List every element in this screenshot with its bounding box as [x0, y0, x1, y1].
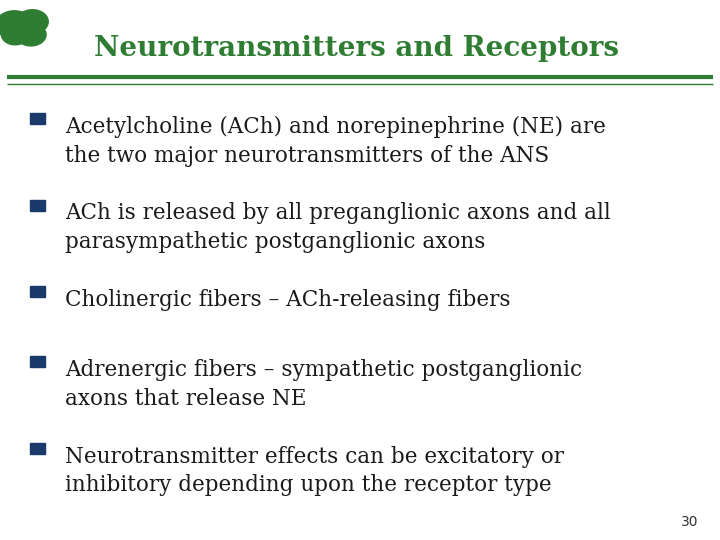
- Text: Neurotransmitter effects can be excitatory or
inhibitory depending upon the rece: Neurotransmitter effects can be excitato…: [65, 446, 564, 496]
- Text: Adrenergic fibers – sympathetic postganglionic
axons that release NE: Adrenergic fibers – sympathetic postgang…: [65, 359, 582, 410]
- Circle shape: [16, 23, 46, 46]
- Circle shape: [1, 24, 29, 45]
- Circle shape: [0, 11, 33, 39]
- FancyBboxPatch shape: [30, 286, 45, 297]
- Text: 30: 30: [681, 515, 698, 529]
- Text: Cholinergic fibers – ACh-releasing fibers: Cholinergic fibers – ACh-releasing fiber…: [65, 289, 510, 311]
- Text: Neurotransmitters and Receptors: Neurotransmitters and Receptors: [94, 35, 618, 62]
- Circle shape: [17, 10, 48, 33]
- Text: ACh is released by all preganglionic axons and all
parasympathetic postganglioni: ACh is released by all preganglionic axo…: [65, 202, 611, 253]
- Text: Acetylcholine (ACh) and norepinephrine (NE) are
the two major neurotransmitters : Acetylcholine (ACh) and norepinephrine (…: [65, 116, 606, 167]
- FancyBboxPatch shape: [30, 113, 45, 124]
- FancyBboxPatch shape: [30, 356, 45, 367]
- FancyBboxPatch shape: [30, 200, 45, 211]
- FancyBboxPatch shape: [30, 443, 45, 454]
